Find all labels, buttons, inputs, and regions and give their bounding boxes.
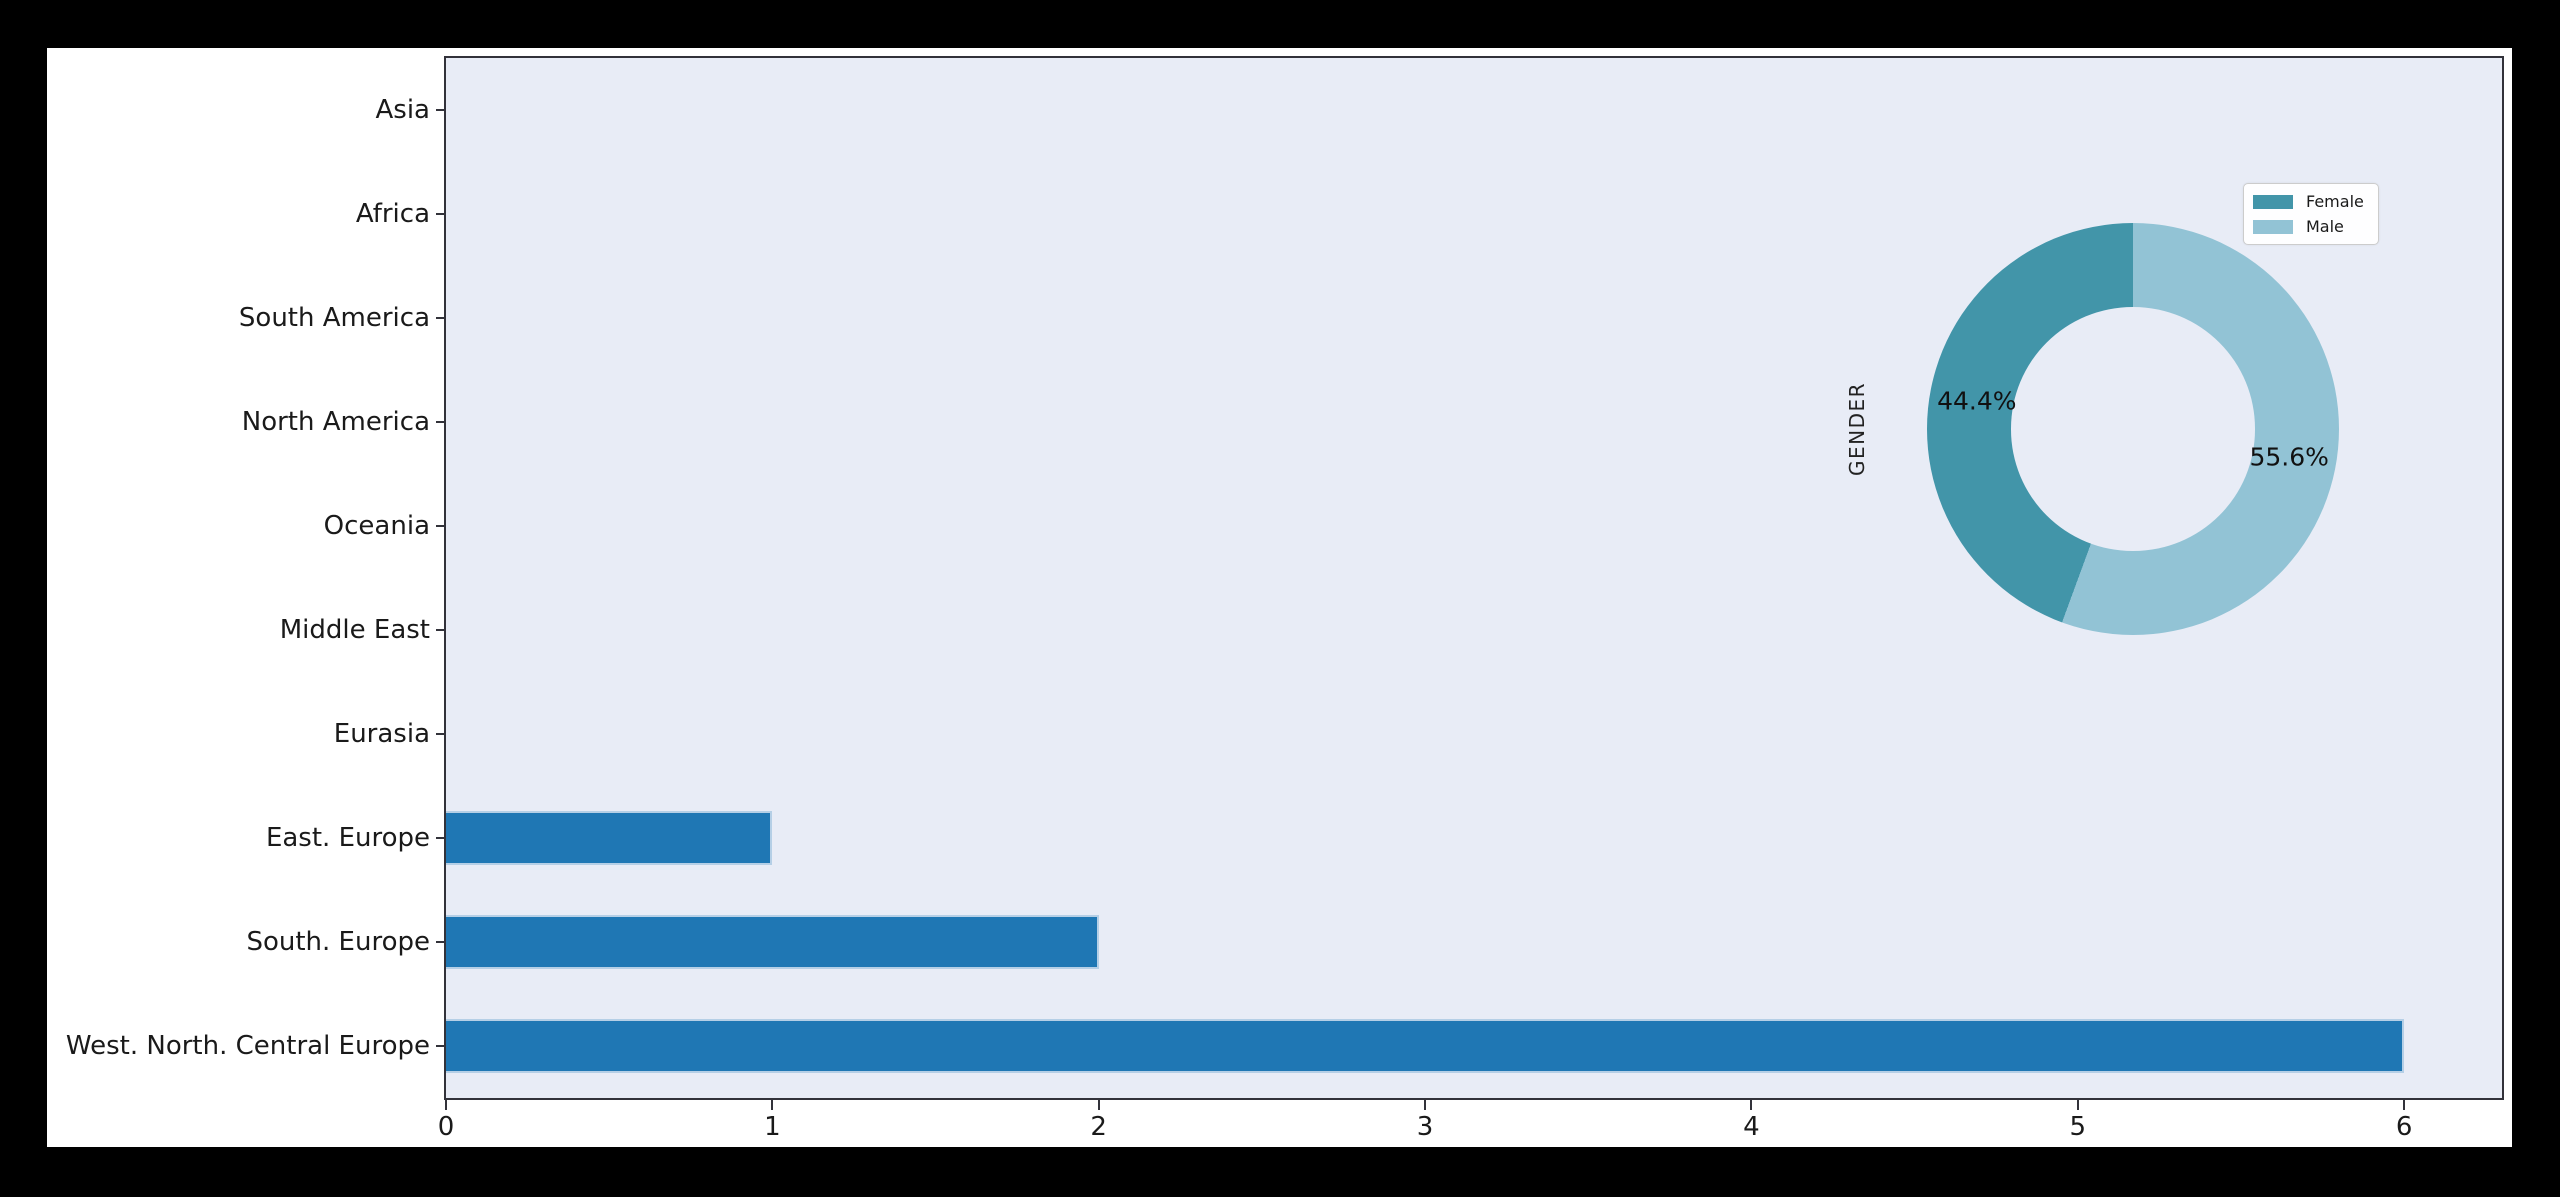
x-tick-mark: [2076, 1100, 2079, 1110]
y-tick-label: West. North. Central Europe: [65, 1031, 430, 1061]
x-tick-label: 2: [1090, 1112, 1107, 1142]
pct-label: 55.6%: [2249, 442, 2329, 472]
gender-donut-chart: [1927, 223, 2339, 635]
pct-label: 44.4%: [1937, 386, 2017, 416]
legend-swatch: [2253, 194, 2293, 209]
bar: [446, 1019, 2405, 1073]
x-tick-label: 0: [437, 1112, 455, 1142]
y-tick-mark: [436, 1045, 445, 1047]
y-tick-mark: [436, 837, 445, 839]
bar: [446, 811, 773, 865]
y-tick-mark: [436, 317, 445, 319]
x-tick-mark: [1424, 1100, 1427, 1110]
x-tick-label: 6: [2395, 1112, 2413, 1142]
x-tick-label: 4: [1743, 1112, 1760, 1142]
y-tick-mark: [436, 941, 445, 943]
x-tick-mark: [771, 1100, 774, 1110]
legend: Female Male: [2243, 183, 2379, 245]
y-tick-mark: [436, 213, 445, 215]
y-tick-mark: [436, 525, 445, 527]
y-tick-mark: [436, 733, 445, 735]
donut-hole: [2011, 307, 2255, 551]
x-tick-label: 5: [2069, 1112, 2087, 1142]
y-tick-label: North America: [241, 407, 430, 437]
legend-label: Female: [2306, 192, 2364, 211]
y-tick-label: Oceania: [323, 511, 430, 541]
x-tick-label: 1: [764, 1112, 781, 1142]
y-tick-mark: [436, 421, 445, 423]
x-tick-mark: [445, 1100, 447, 1110]
legend-item: Male: [2253, 217, 2364, 236]
y-tick-mark: [436, 629, 445, 631]
inset-y-axis-label: GENDER: [1845, 381, 1869, 477]
y-tick-label: Africa: [355, 199, 430, 229]
y-tick-label: South. Europe: [246, 927, 430, 957]
x-tick-mark: [2403, 1100, 2406, 1110]
y-tick-label: Asia: [375, 95, 431, 125]
y-tick-mark: [436, 109, 445, 111]
bar: [446, 915, 1099, 969]
legend-swatch: [2253, 219, 2293, 234]
x-tick-mark: [1750, 1100, 1753, 1110]
y-tick-label: South America: [238, 303, 430, 333]
legend-item: Female: [2253, 192, 2364, 211]
y-tick-label: Eurasia: [333, 719, 430, 749]
x-tick-label: 3: [1416, 1112, 1434, 1142]
y-tick-label: East. Europe: [265, 823, 430, 853]
x-tick-mark: [1097, 1100, 1100, 1110]
legend-label: Male: [2306, 217, 2344, 236]
y-tick-label: Middle East: [279, 615, 430, 645]
